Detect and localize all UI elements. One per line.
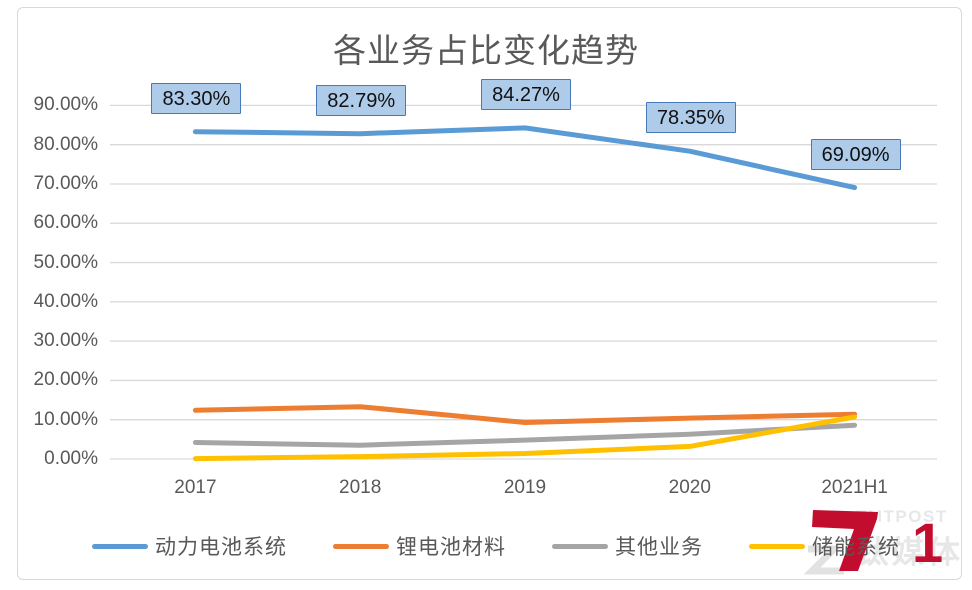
data-label: 82.79% <box>316 84 407 116</box>
x-tick-label: 2018 <box>339 477 382 498</box>
tmtpost-watermark: TMTPOST 钛媒体 1 <box>800 503 970 585</box>
y-tick-label: 80.00% <box>33 133 98 155</box>
series-line-1 <box>192 404 858 425</box>
tmtpost-brand-cn-text: 钛媒体 <box>856 535 964 570</box>
x-tick-label: 2019 <box>503 477 547 498</box>
x-tick-label: 2021H1 <box>821 477 888 498</box>
tmtpost-brand-en-text: TMTPOST <box>856 507 948 526</box>
legend-line-swatch <box>552 543 608 549</box>
y-tick-label: 20.00% <box>33 369 98 391</box>
series-line-2 <box>192 422 858 448</box>
legend-label: 储能系统 <box>812 536 900 559</box>
x-tick-label: 2017 <box>174 477 217 498</box>
y-tick-label: 70.00% <box>33 172 98 194</box>
legend-line-swatch <box>333 543 389 549</box>
legend-line-swatch <box>749 543 805 549</box>
data-label: 84.27% <box>481 78 571 110</box>
chart-border-frame <box>17 7 962 580</box>
series-line-3 <box>192 414 858 462</box>
legend-item-1: 锂电池材料 <box>333 531 506 561</box>
y-tick-label: 30.00% <box>33 330 98 352</box>
data-label: 83.30% <box>151 82 242 114</box>
x-tick-label: 2020 <box>668 477 711 498</box>
legend-line-swatch <box>92 543 148 549</box>
y-tick-label: 90.00% <box>33 94 98 116</box>
watermark-digit: 1 <box>912 511 944 574</box>
legend-label: 锂电池材料 <box>396 536 506 559</box>
series-line-0 <box>192 125 858 191</box>
legend-item-0: 动力电池系统 <box>92 531 287 561</box>
legend-item-3: 储能系统 <box>749 531 900 561</box>
chart-title: 各业务占比变化趋势 <box>333 32 639 69</box>
y-tick-label: 0.00% <box>44 448 98 469</box>
data-label: 78.35% <box>645 102 736 134</box>
tmtpost-7-logo-icon <box>803 510 878 575</box>
y-tick-label: 50.00% <box>33 251 98 273</box>
legend: 动力电池系统 锂电池材料 其他业务 储能系统 <box>92 531 900 561</box>
legend-label: 其他业务 <box>615 536 703 559</box>
y-tick-label: 40.00% <box>33 290 98 312</box>
legend-label: 动力电池系统 <box>155 536 287 559</box>
y-tick-label: 60.00% <box>33 212 98 234</box>
data-label: 69.09% <box>810 138 901 170</box>
legend-item-2: 其他业务 <box>552 531 703 561</box>
y-tick-label: 10.00% <box>33 408 98 430</box>
